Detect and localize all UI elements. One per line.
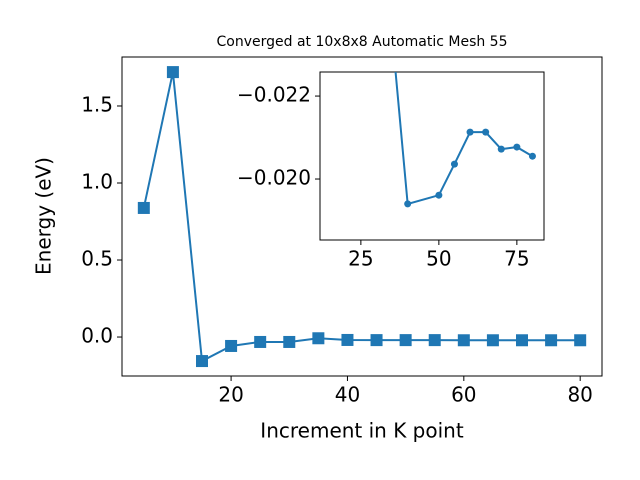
marker — [341, 333, 354, 346]
y-tick-label: 1.5 — [81, 92, 113, 116]
y-tick-label: −0.020 — [237, 166, 311, 190]
chart-title: Converged at 10x8x8 Automatic Mesh 55 — [217, 34, 508, 50]
y-tick-label: 1.0 — [81, 169, 113, 193]
marker — [435, 191, 443, 199]
marker — [399, 334, 412, 347]
marker — [450, 160, 458, 168]
y-tick-label: 0.5 — [81, 247, 113, 271]
y-tick-label: −0.022 — [237, 83, 311, 107]
axes-frame — [319, 71, 545, 241]
x-tick-label: 50 — [426, 247, 451, 271]
x-tick-label: 80 — [567, 383, 592, 407]
marker — [225, 339, 238, 352]
marker — [497, 145, 505, 153]
x-tick-label: 25 — [348, 247, 373, 271]
marker — [283, 335, 296, 348]
x-tick-label: 60 — [451, 383, 476, 407]
plot-area — [137, 66, 587, 368]
marker — [166, 66, 179, 79]
marker — [482, 128, 490, 136]
marker — [513, 143, 521, 151]
marker — [254, 335, 267, 348]
marker — [428, 334, 441, 347]
x-axis-label: Increment in K point — [260, 419, 464, 443]
x-tick-label: 75 — [504, 247, 529, 271]
marker — [466, 128, 474, 136]
x-tick-label: 40 — [335, 383, 360, 407]
y-tick-label: 0.0 — [81, 324, 113, 348]
marker — [404, 200, 412, 208]
marker — [370, 334, 383, 347]
marker — [457, 334, 470, 347]
y-axis-label: Energy (eV) — [32, 157, 56, 275]
plot-area — [394, 72, 536, 208]
marker — [516, 334, 528, 347]
marker — [137, 201, 150, 214]
x-tick-label: 20 — [218, 383, 243, 407]
series-line — [142, 71, 581, 363]
marker — [486, 334, 499, 347]
marker — [312, 332, 325, 345]
marker — [196, 355, 208, 368]
marker — [545, 334, 558, 347]
marker — [528, 152, 536, 160]
marker — [574, 334, 587, 347]
